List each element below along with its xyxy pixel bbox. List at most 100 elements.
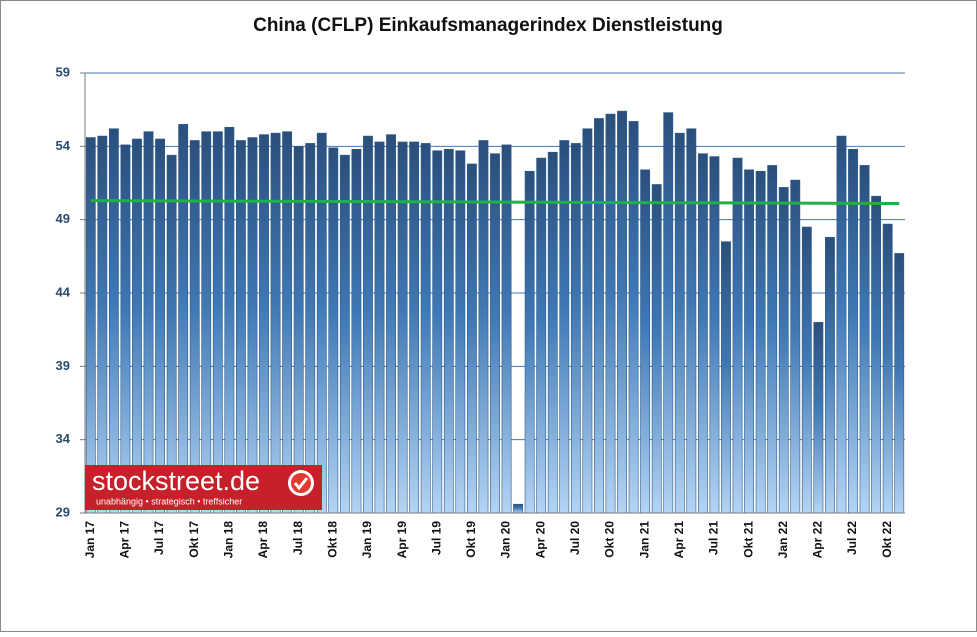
bar	[432, 150, 443, 514]
bar	[686, 128, 697, 514]
bar	[316, 132, 327, 514]
bar	[259, 134, 269, 514]
y-tick-label: 44	[56, 284, 71, 299]
bar	[801, 226, 812, 514]
bar	[709, 156, 720, 514]
bar	[813, 322, 824, 514]
bar	[501, 144, 512, 514]
bar	[386, 134, 396, 514]
bar	[97, 135, 108, 514]
bar	[732, 157, 743, 514]
bar	[605, 113, 616, 514]
x-tick-label: Jan 22	[776, 521, 790, 559]
x-tick-label: Jul 20	[568, 521, 582, 555]
bar	[559, 140, 570, 514]
x-tick-label: Okt 20	[603, 521, 617, 558]
bar	[478, 140, 489, 514]
x-tick-label: Jul 19	[429, 521, 443, 555]
y-tick-label: 39	[56, 358, 70, 373]
y-tick-label: 54	[56, 138, 71, 153]
bar	[455, 150, 466, 514]
y-tick-label: 49	[56, 211, 70, 226]
logo-title: stockstreet.de	[92, 466, 260, 496]
bar	[282, 131, 293, 514]
y-tick-label: 34	[56, 431, 71, 446]
x-tick-label: Jul 21	[707, 521, 721, 555]
x-tick-label: Apr 18	[256, 521, 270, 559]
bar	[270, 132, 281, 514]
x-tick-label: Apr 21	[672, 521, 686, 559]
bar	[351, 148, 362, 514]
x-tick-label: Jan 21	[637, 521, 651, 559]
x-tick-label: Jan 17	[83, 521, 97, 559]
bar	[166, 154, 177, 514]
x-tick-label: Okt 22	[880, 521, 894, 558]
x-tick-label: Jan 19	[360, 521, 374, 559]
bar	[882, 223, 893, 514]
bar	[536, 157, 547, 514]
bar	[674, 132, 685, 514]
bar	[420, 143, 431, 514]
logo-icon	[291, 473, 311, 493]
bar	[640, 169, 651, 514]
bar	[143, 131, 154, 514]
bar	[178, 124, 189, 514]
bar	[871, 195, 882, 514]
x-tick-label: Jan 20	[499, 521, 513, 559]
x-tick-label: Apr 19	[395, 521, 409, 559]
bar	[721, 241, 731, 514]
bar	[189, 140, 200, 514]
bar	[894, 253, 905, 514]
logo-check	[293, 477, 309, 491]
bar	[247, 137, 258, 514]
y-tick-label: 59	[56, 64, 70, 79]
bar	[767, 165, 778, 514]
x-tick-label: Apr 20	[533, 521, 547, 559]
bar	[85, 137, 96, 514]
bar	[594, 118, 604, 514]
bar	[651, 184, 662, 514]
x-tick-label: Jan 18	[222, 521, 236, 559]
trend-line	[90, 199, 900, 206]
bar	[339, 154, 350, 514]
bar	[825, 236, 835, 514]
logo-box	[85, 465, 322, 510]
bar	[108, 128, 119, 514]
bar	[663, 112, 674, 514]
x-tick-label: Okt 19	[464, 521, 478, 558]
x-tick-label: Okt 18	[325, 521, 339, 558]
bar	[201, 131, 212, 514]
bar	[409, 141, 420, 514]
bar	[570, 143, 581, 514]
bar	[212, 131, 223, 514]
bar	[363, 135, 373, 514]
bar	[224, 126, 235, 514]
bar	[697, 153, 708, 514]
bar	[466, 163, 477, 514]
bar	[397, 141, 408, 514]
plot: 29 34 39 44 49 54 59 Jan 17 Apr 17 Jul 17 Okt 17 Ja…	[56, 64, 905, 558]
x-tick-label: Okt 17	[187, 521, 201, 558]
bar	[305, 143, 316, 514]
bar	[859, 165, 870, 514]
logo-subtitle: unabhängig • strategisch • treffsicher	[96, 496, 242, 506]
bar	[524, 170, 535, 514]
chart-title: China (CFLP) Einkaufsmanagerindex Dienst…	[253, 15, 723, 36]
bar	[235, 140, 246, 514]
x-tick-label: Apr 22	[811, 521, 825, 559]
bar	[155, 138, 165, 514]
x-tick-label: Jul 18	[291, 521, 305, 555]
bar	[628, 121, 639, 514]
x-tick-label: Apr 17	[118, 521, 132, 559]
bar	[778, 187, 789, 514]
x-tick-label: Jul 17	[152, 521, 166, 555]
bar	[443, 148, 454, 514]
watermark: stockstreet.de unabhängig • strategisch …	[85, 465, 322, 510]
bar	[582, 128, 593, 514]
bar	[617, 110, 627, 514]
bar	[374, 141, 385, 514]
bar	[790, 179, 801, 514]
x-tick-label: Jul 22	[845, 521, 859, 555]
x-tick-label: Okt 21	[741, 521, 755, 558]
